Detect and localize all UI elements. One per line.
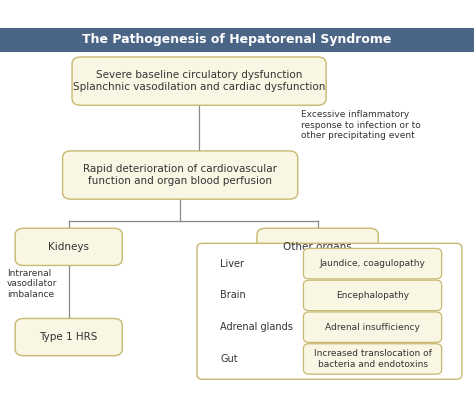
FancyBboxPatch shape <box>15 228 122 265</box>
Text: Gut: Gut <box>220 354 238 364</box>
Text: Adrenal insufficiency: Adrenal insufficiency <box>325 323 420 332</box>
Text: Severe baseline circulatory dysfunction
Splanchnic vasodilation and cardiac dysf: Severe baseline circulatory dysfunction … <box>73 70 325 92</box>
Text: Intrarenal
vasodilator
imbalance: Intrarenal vasodilator imbalance <box>7 269 57 299</box>
Text: Rapid deterioration of cardiovascular
function and organ blood perfusion: Rapid deterioration of cardiovascular fu… <box>83 164 277 186</box>
FancyBboxPatch shape <box>303 312 442 343</box>
Text: Type 1 HRS: Type 1 HRS <box>39 332 98 342</box>
FancyBboxPatch shape <box>72 57 326 105</box>
FancyBboxPatch shape <box>303 248 442 279</box>
FancyBboxPatch shape <box>303 344 442 374</box>
FancyBboxPatch shape <box>197 244 462 379</box>
Text: Other organs: Other organs <box>283 242 352 252</box>
Text: Encephalopathy: Encephalopathy <box>336 291 409 300</box>
FancyBboxPatch shape <box>257 228 378 265</box>
FancyBboxPatch shape <box>63 151 298 199</box>
FancyBboxPatch shape <box>303 280 442 310</box>
Text: Increased translocation of
bacteria and endotoxins: Increased translocation of bacteria and … <box>314 349 431 369</box>
Text: Jaundice, coagulopathy: Jaundice, coagulopathy <box>319 259 426 268</box>
Text: Brain: Brain <box>220 290 246 301</box>
Text: The Pathogenesis of Hepatorenal Syndrome: The Pathogenesis of Hepatorenal Syndrome <box>82 33 392 46</box>
Text: Kidneys: Kidneys <box>48 242 89 252</box>
Text: Excessive inflammatory
response to infection or to
other precipitating event: Excessive inflammatory response to infec… <box>301 110 421 140</box>
Text: Adrenal glands: Adrenal glands <box>220 322 293 332</box>
FancyBboxPatch shape <box>15 318 122 356</box>
FancyBboxPatch shape <box>0 28 474 51</box>
Text: Liver: Liver <box>220 259 245 268</box>
